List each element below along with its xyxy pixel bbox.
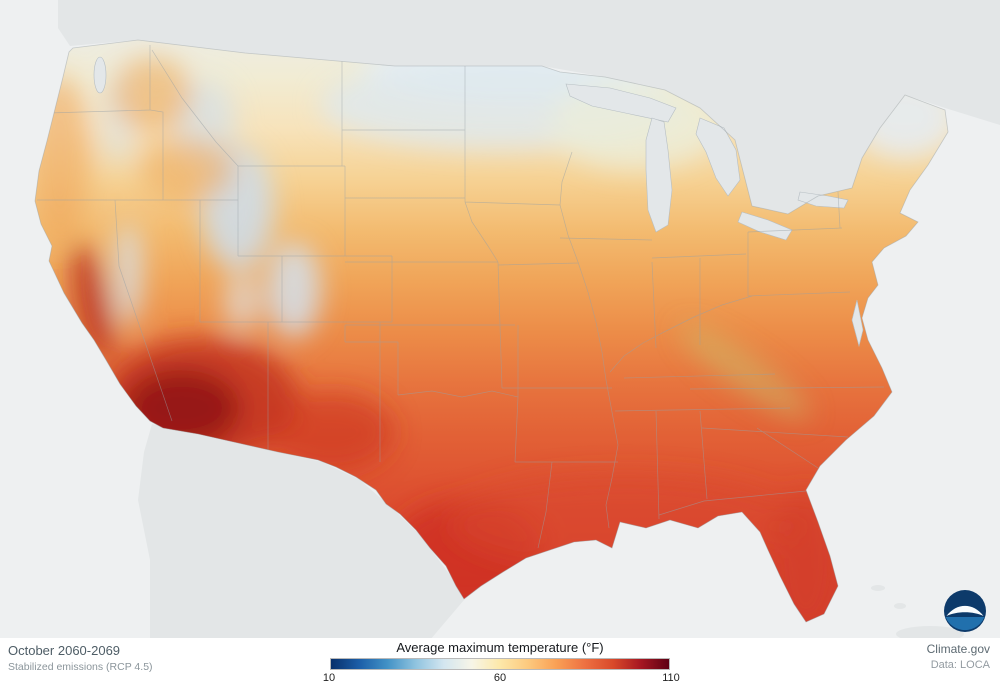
data-source-label: Data: LOCA bbox=[930, 659, 990, 671]
cuba-island bbox=[896, 626, 964, 640]
lake-superior bbox=[565, 83, 677, 123]
foreign-landmass bbox=[58, 0, 1000, 640]
lake-huron bbox=[695, 117, 741, 197]
island bbox=[894, 603, 906, 609]
footer-left: October 2060-2069 Stabilized emissions (… bbox=[8, 643, 153, 673]
map-area bbox=[34, 0, 1000, 640]
lake-erie bbox=[737, 211, 793, 241]
footer-right: Climate.gov Data: LOCA bbox=[927, 642, 990, 671]
great-lakes bbox=[93, 56, 864, 348]
colorbar-gradient bbox=[330, 658, 670, 670]
tick-mid: 60 bbox=[493, 672, 507, 684]
lake-ontario bbox=[797, 191, 849, 209]
us-coastline bbox=[34, 39, 949, 623]
climate-gov-attribution: Climate.gov bbox=[926, 642, 990, 656]
noaa-logo-gull bbox=[946, 605, 984, 616]
chesapeake-bay bbox=[851, 299, 864, 348]
state-borders bbox=[37, 45, 885, 549]
colorbar-ticks: 10 60 110 bbox=[323, 672, 680, 687]
noaa-logo bbox=[942, 588, 988, 634]
puget-sound bbox=[93, 56, 107, 94]
tick-min: 10 bbox=[322, 672, 336, 684]
lake-michigan bbox=[645, 117, 673, 233]
us-temperature-map bbox=[34, 0, 1000, 640]
noaa-logo-sea bbox=[945, 617, 985, 631]
mexico-landmass bbox=[138, 424, 464, 640]
footer-bar: October 2060-2069 Stabilized emissions (… bbox=[0, 638, 1000, 690]
period-label: October 2060-2069 bbox=[8, 643, 121, 658]
island bbox=[871, 585, 885, 591]
legend-title: Average maximum temperature (°F) bbox=[396, 640, 604, 655]
tick-max: 110 bbox=[662, 672, 680, 684]
temperature-legend: Average maximum temperature (°F) 10 60 1… bbox=[323, 640, 680, 687]
canada-landmass bbox=[58, 0, 1000, 214]
scenario-label: Stabilized emissions (RCP 4.5) bbox=[8, 661, 153, 673]
